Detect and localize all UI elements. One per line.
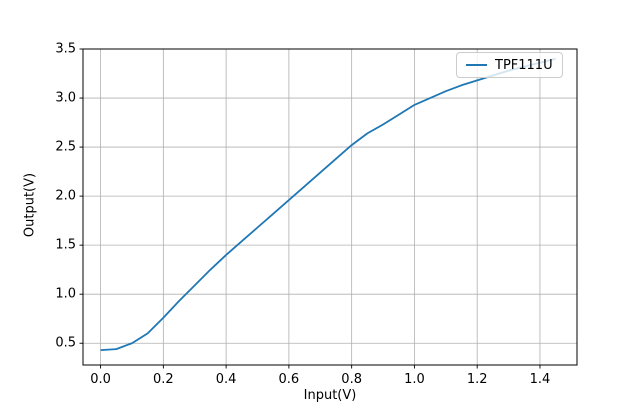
y-tick-label: 3.0 [55, 90, 76, 106]
legend: TPF111U [456, 52, 563, 78]
x-tick-label: 0.8 [341, 372, 362, 387]
series-line [100, 57, 556, 351]
y-axis-label-text: Output(V) [22, 172, 38, 238]
axes-frame [82, 48, 578, 366]
y-tick-label: 1.0 [55, 286, 76, 302]
x-tick-label: 0.2 [153, 372, 174, 387]
x-tick-label: 1.4 [529, 372, 551, 387]
x-tick-label: 0.4 [215, 372, 237, 387]
x-axis-label: Input(V) [303, 388, 357, 403]
x-tick-label: 1.2 [466, 372, 488, 387]
y-tick-label: 2.0 [55, 188, 76, 204]
y-tick-label: 0.5 [55, 335, 76, 351]
x-tick-label: 1.0 [404, 372, 425, 387]
x-tick-label: 0.0 [90, 372, 111, 387]
y-tick-label: 2.5 [55, 139, 76, 155]
y-tick-label: 1.5 [55, 237, 76, 253]
legend-label: TPF111U [495, 57, 553, 73]
legend-line-swatch [466, 64, 487, 66]
y-tick-label: 3.5 [55, 41, 76, 57]
x-tick-label: 0.6 [278, 372, 300, 387]
